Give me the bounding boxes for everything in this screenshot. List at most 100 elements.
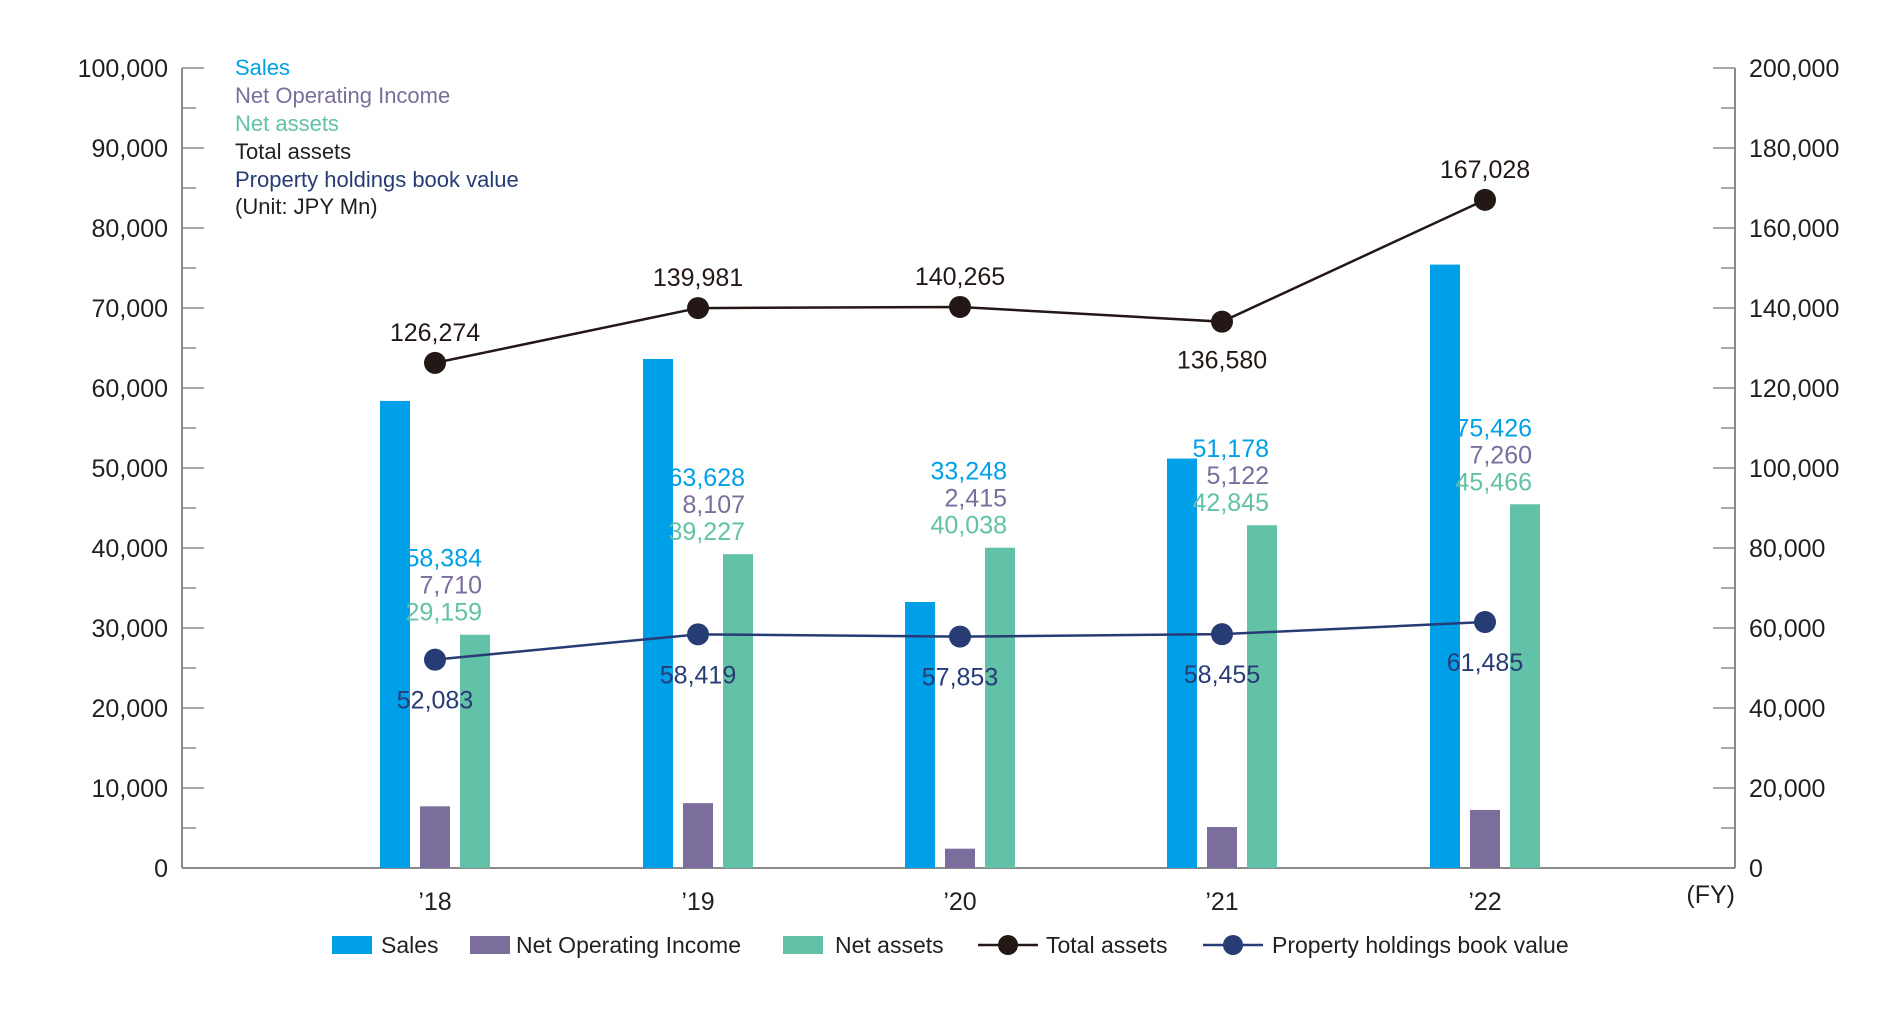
- category-label: ’18: [418, 888, 451, 916]
- line-value-label: 58,419: [660, 661, 736, 689]
- legend-label: Total assets: [1046, 932, 1167, 958]
- bar-value-label: 33,248: [931, 458, 1007, 486]
- bar-sales: [643, 358, 673, 868]
- line-point: [1211, 310, 1233, 333]
- right-tick-label: 200,000: [1749, 55, 1839, 83]
- category-label: ’20: [943, 888, 976, 916]
- line-value-label: 58,455: [1184, 661, 1260, 689]
- right-tick-label: 120,000: [1749, 375, 1839, 403]
- bar-net-assets: [723, 554, 753, 868]
- category-label: ’22: [1468, 888, 1501, 916]
- line-value-label: 57,853: [922, 664, 998, 692]
- line-value-label: 136,580: [1177, 347, 1267, 375]
- bar-value-label: 58,384: [406, 545, 483, 573]
- left-tick-label: 20,000: [92, 695, 168, 723]
- bar-sales: [380, 400, 410, 868]
- left-tick-label: 80,000: [92, 215, 168, 243]
- bar-value-label: 39,227: [669, 518, 745, 546]
- bar-net-assets: [460, 634, 490, 868]
- line-value-label: 52,083: [397, 687, 473, 715]
- bars: [380, 264, 1540, 868]
- lines: [424, 188, 1496, 671]
- right-tick-label: 40,000: [1749, 695, 1825, 723]
- line-value-label: 140,265: [915, 263, 1005, 291]
- bar-net-assets: [1247, 525, 1277, 868]
- axes: 0 10,000 20,000 30,000 40,000 50,000 60,000 70,…: [78, 55, 1840, 916]
- left-tick-label: 0: [154, 855, 168, 883]
- legend-swatch-net-assets: [783, 936, 823, 954]
- bar-value-label: 5,122: [1206, 462, 1269, 490]
- bar-net-assets: [1510, 504, 1540, 868]
- bar-value-label: 63,628: [669, 464, 745, 492]
- left-tick-label: 50,000: [92, 455, 168, 483]
- legend-marker-property: [1223, 935, 1243, 955]
- line-point: [687, 623, 709, 646]
- legend-label: Sales: [381, 932, 439, 958]
- info-line: Total assets: [235, 139, 351, 164]
- left-tick-label: 10,000: [92, 775, 168, 803]
- info-line: Sales: [235, 55, 290, 80]
- legend-label: Net assets: [835, 932, 944, 958]
- bar-value-label: 7,710: [419, 572, 482, 600]
- right-tick-label: 0: [1749, 855, 1763, 883]
- bar-value-label: 75,426: [1456, 414, 1532, 442]
- info-unit-note: (Unit: JPY Mn): [235, 194, 378, 219]
- bar-net-operating-income: [420, 806, 450, 868]
- line-point: [1474, 188, 1496, 211]
- info-line: Property holdings book value: [235, 167, 519, 192]
- legend: Sales Net Operating Income Net assets Total…: [332, 932, 1569, 958]
- bar-value-label: 42,845: [1193, 489, 1269, 517]
- left-tick-label: 100,000: [78, 55, 168, 83]
- category-label: ’21: [1205, 888, 1238, 916]
- bar-value-label: 40,038: [931, 512, 1007, 540]
- bar-sales: [1167, 458, 1197, 868]
- x-unit-label: (FY): [1686, 881, 1735, 909]
- bar-net-assets: [985, 547, 1015, 868]
- line-point: [949, 295, 971, 318]
- bar-sales: [905, 602, 935, 868]
- line-point: [424, 351, 446, 374]
- left-tick-label: 60,000: [92, 375, 168, 403]
- left-tick-label: 40,000: [92, 535, 168, 563]
- legend-swatch-noi: [470, 936, 510, 954]
- line-value-label: 126,274: [390, 319, 480, 347]
- left-tick-label: 30,000: [92, 615, 168, 643]
- line-value-label: 167,028: [1440, 156, 1530, 184]
- bar-value-label: 45,466: [1456, 468, 1532, 496]
- line-point: [424, 648, 446, 671]
- bar-value-label: 7,260: [1469, 441, 1532, 469]
- right-tick-label: 20,000: [1749, 775, 1825, 803]
- line-point: [1211, 623, 1233, 646]
- info-line: Net Operating Income: [235, 83, 450, 108]
- right-tick-label: 140,000: [1749, 295, 1839, 323]
- info-line: Net assets: [235, 111, 339, 136]
- legend-marker-total-assets: [998, 935, 1018, 955]
- line-point: [687, 297, 709, 320]
- line-value-label: 139,981: [653, 264, 743, 292]
- left-tick-label: 70,000: [92, 295, 168, 323]
- right-tick-label: 80,000: [1749, 535, 1825, 563]
- right-tick-label: 60,000: [1749, 615, 1825, 643]
- category-label: ’19: [681, 888, 714, 916]
- bar-value-label: 2,415: [944, 485, 1007, 513]
- left-tick-label: 90,000: [92, 135, 168, 163]
- legend-label: Net Operating Income: [516, 932, 741, 958]
- bar-net-operating-income: [945, 848, 975, 868]
- line-point: [1474, 611, 1496, 634]
- bar-sales: [1430, 264, 1460, 868]
- bar-value-label: 51,178: [1193, 435, 1269, 463]
- legend-swatch-sales: [332, 936, 372, 954]
- bar-net-operating-income: [1470, 809, 1500, 868]
- line-point: [949, 625, 971, 648]
- bar-value-label: 29,159: [406, 599, 482, 627]
- bar-net-operating-income: [683, 803, 713, 868]
- right-tick-label: 180,000: [1749, 135, 1839, 163]
- bar-value-label: 8,107: [682, 491, 745, 519]
- right-tick-label: 100,000: [1749, 455, 1839, 483]
- legend-label: Property holdings book value: [1272, 932, 1569, 958]
- line-value-label: 61,485: [1447, 649, 1523, 677]
- info-box: (Unit: JPY Mn) Sales Net Operating Income…: [235, 55, 519, 219]
